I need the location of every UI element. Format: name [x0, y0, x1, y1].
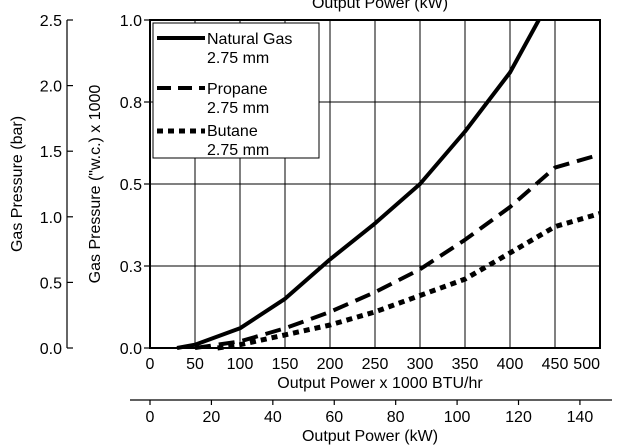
- btu-tick-label: 0: [146, 356, 155, 373]
- legend-butane-label: Butane: [207, 123, 258, 140]
- legend-natural-gas-sub: 2.75 mm: [207, 50, 269, 67]
- x-axis-title-btu: Output Power x 1000 BTU/hr: [277, 375, 483, 392]
- btu-tick-label: 100: [227, 356, 254, 373]
- bar-tick-label: 1.0: [40, 210, 62, 227]
- chart-title: Output Power (kW): [312, 0, 448, 12]
- btu-tick-label: 400: [497, 356, 524, 373]
- wc-ticks: 0.0 0.3 0.5 0.8 1.0: [120, 13, 150, 358]
- kw-tick-label: 140: [567, 409, 594, 426]
- btu-ticks: 0 50 100 150 200 250 300 350 400 450 500: [146, 356, 601, 373]
- wc-tick-label: 1.0: [120, 13, 142, 30]
- kw-tick-label: 0: [146, 409, 155, 426]
- legend-natural-gas-label: Natural Gas: [207, 31, 292, 48]
- bar-tick-label: 0.0: [40, 341, 62, 358]
- legend: Natural Gas 2.75 mm Propane 2.75 mm Buta…: [152, 22, 320, 159]
- bar-ticks: 0.0 0.5 1.0 1.5 2.0 2.5: [40, 13, 73, 358]
- bar-tick-label: 0.5: [40, 275, 62, 292]
- kw-tick-label: 60: [325, 409, 343, 426]
- btu-tick-label: 150: [272, 356, 299, 373]
- bar-tick-label: 2.0: [40, 79, 62, 96]
- bar-tick-label: 1.5: [40, 144, 62, 161]
- btu-tick-label: 350: [452, 356, 479, 373]
- kw-tick-label: 80: [387, 409, 405, 426]
- kw-tick-label: 40: [264, 409, 282, 426]
- wc-tick-label: 0.0: [120, 341, 142, 358]
- legend-propane-sub: 2.75 mm: [207, 100, 269, 117]
- btu-tick-label: 250: [362, 356, 389, 373]
- legend-butane-sub: 2.75 mm: [207, 142, 269, 159]
- wc-tick-label: 0.8: [120, 95, 142, 112]
- series-line-butane: [217, 211, 601, 351]
- wc-tick-label: 0.5: [120, 177, 142, 194]
- btu-tick-label: 200: [317, 356, 344, 373]
- bar-tick-label: 2.5: [40, 13, 62, 30]
- legend-propane-label: Propane: [207, 81, 268, 98]
- legend-box: [152, 22, 320, 159]
- kw-tick-label: 20: [203, 409, 221, 426]
- y-axis-title-bar: Gas Pressure (bar): [9, 116, 26, 252]
- btu-tick-label: 500: [573, 356, 600, 373]
- btu-tick-label: 300: [407, 356, 434, 373]
- kw-tick-label: 100: [444, 409, 471, 426]
- wc-tick-label: 0.3: [120, 259, 142, 276]
- kw-ticks: 0 20 40 60 80 100 120 140: [146, 400, 594, 426]
- btu-tick-label: 450: [542, 356, 569, 373]
- kw-tick-label: 120: [505, 409, 532, 426]
- series-layer: [176, 19, 601, 351]
- series-line-natural-gas: [176, 19, 541, 350]
- btu-tick-label: 50: [186, 356, 204, 373]
- y-axis-title-wc: Gas Pressure ("w.c.) x 1000: [87, 85, 104, 284]
- x-axis-title-kw: Output Power (kW): [302, 428, 438, 445]
